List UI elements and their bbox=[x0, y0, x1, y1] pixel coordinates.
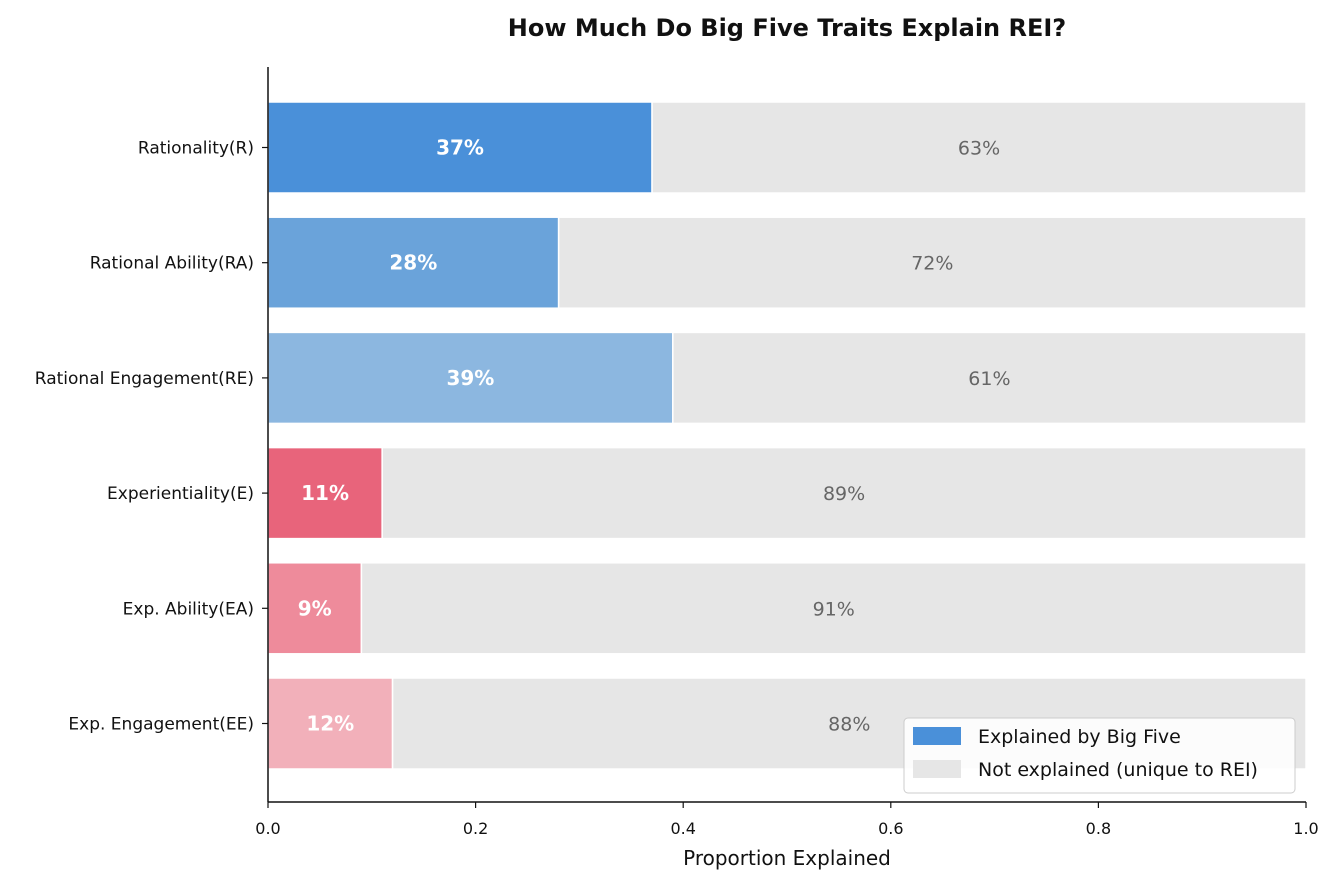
bar-not-explained bbox=[557, 216, 1307, 309]
y-tick-label: Rational Engagement(RE) bbox=[35, 369, 254, 389]
bar-explained bbox=[267, 101, 653, 194]
data-label-explained: 28% bbox=[389, 251, 437, 275]
data-label-not-explained: 88% bbox=[828, 714, 870, 736]
x-tick-label: 0.6 bbox=[878, 819, 903, 838]
x-tick-label: 0.8 bbox=[1086, 819, 1111, 838]
bar-explained bbox=[267, 562, 363, 655]
chart-title: How Much Do Big Five Traits Explain REI? bbox=[508, 14, 1066, 42]
y-tick-label: Experientiality(E) bbox=[107, 484, 254, 504]
data-label-explained: 37% bbox=[436, 136, 484, 160]
legend-swatch-not-explained bbox=[913, 760, 961, 778]
bar-explained bbox=[267, 677, 394, 770]
bar-explained bbox=[267, 446, 383, 540]
data-label-not-explained: 89% bbox=[823, 483, 865, 505]
data-label-not-explained: 91% bbox=[813, 598, 855, 620]
y-tick-label: Exp. Engagement(EE) bbox=[68, 715, 254, 735]
legend-swatch-explained bbox=[913, 727, 961, 745]
bar-explained bbox=[267, 216, 560, 309]
legend-label-not-explained: Not explained (unique to REI) bbox=[978, 759, 1258, 781]
bar-not-explained bbox=[651, 101, 1307, 194]
x-tick-label: 1.0 bbox=[1293, 819, 1318, 838]
category-labels: Rationality(R) Rational Ability(RA) Ration… bbox=[35, 139, 268, 735]
data-label-explained: 11% bbox=[301, 481, 349, 505]
data-label-explained: 12% bbox=[306, 712, 354, 736]
legend-frame bbox=[903, 717, 1296, 794]
y-tick-label: Rationality(R) bbox=[138, 139, 254, 159]
y-tick-label: Exp. Ability(EA) bbox=[123, 599, 254, 619]
y-tick-label: Rational Ability(RA) bbox=[90, 254, 254, 274]
bar-not-explained bbox=[360, 562, 1307, 655]
legend-label-explained: Explained by Big Five bbox=[978, 726, 1181, 748]
data-label-explained: 39% bbox=[446, 366, 494, 390]
data-label-not-explained: 63% bbox=[958, 138, 1000, 160]
legend: Explained by Big Five Not explained (uni… bbox=[903, 717, 1296, 794]
bar-not-explained bbox=[672, 331, 1307, 425]
x-axis-label: Proportion Explained bbox=[683, 846, 891, 870]
data-label-not-explained: 61% bbox=[968, 368, 1010, 390]
x-tick-label: 0.4 bbox=[670, 819, 695, 838]
x-ticks: 0.0 0.2 0.4 0.6 0.8 1.0 bbox=[255, 802, 1319, 838]
x-tick-label: 0.2 bbox=[463, 819, 488, 838]
data-label-explained: 9% bbox=[298, 596, 332, 620]
data-label-not-explained: 72% bbox=[911, 253, 953, 275]
bar-explained bbox=[267, 331, 674, 425]
x-tick-label: 0.0 bbox=[255, 819, 280, 838]
bar-not-explained bbox=[381, 446, 1307, 540]
